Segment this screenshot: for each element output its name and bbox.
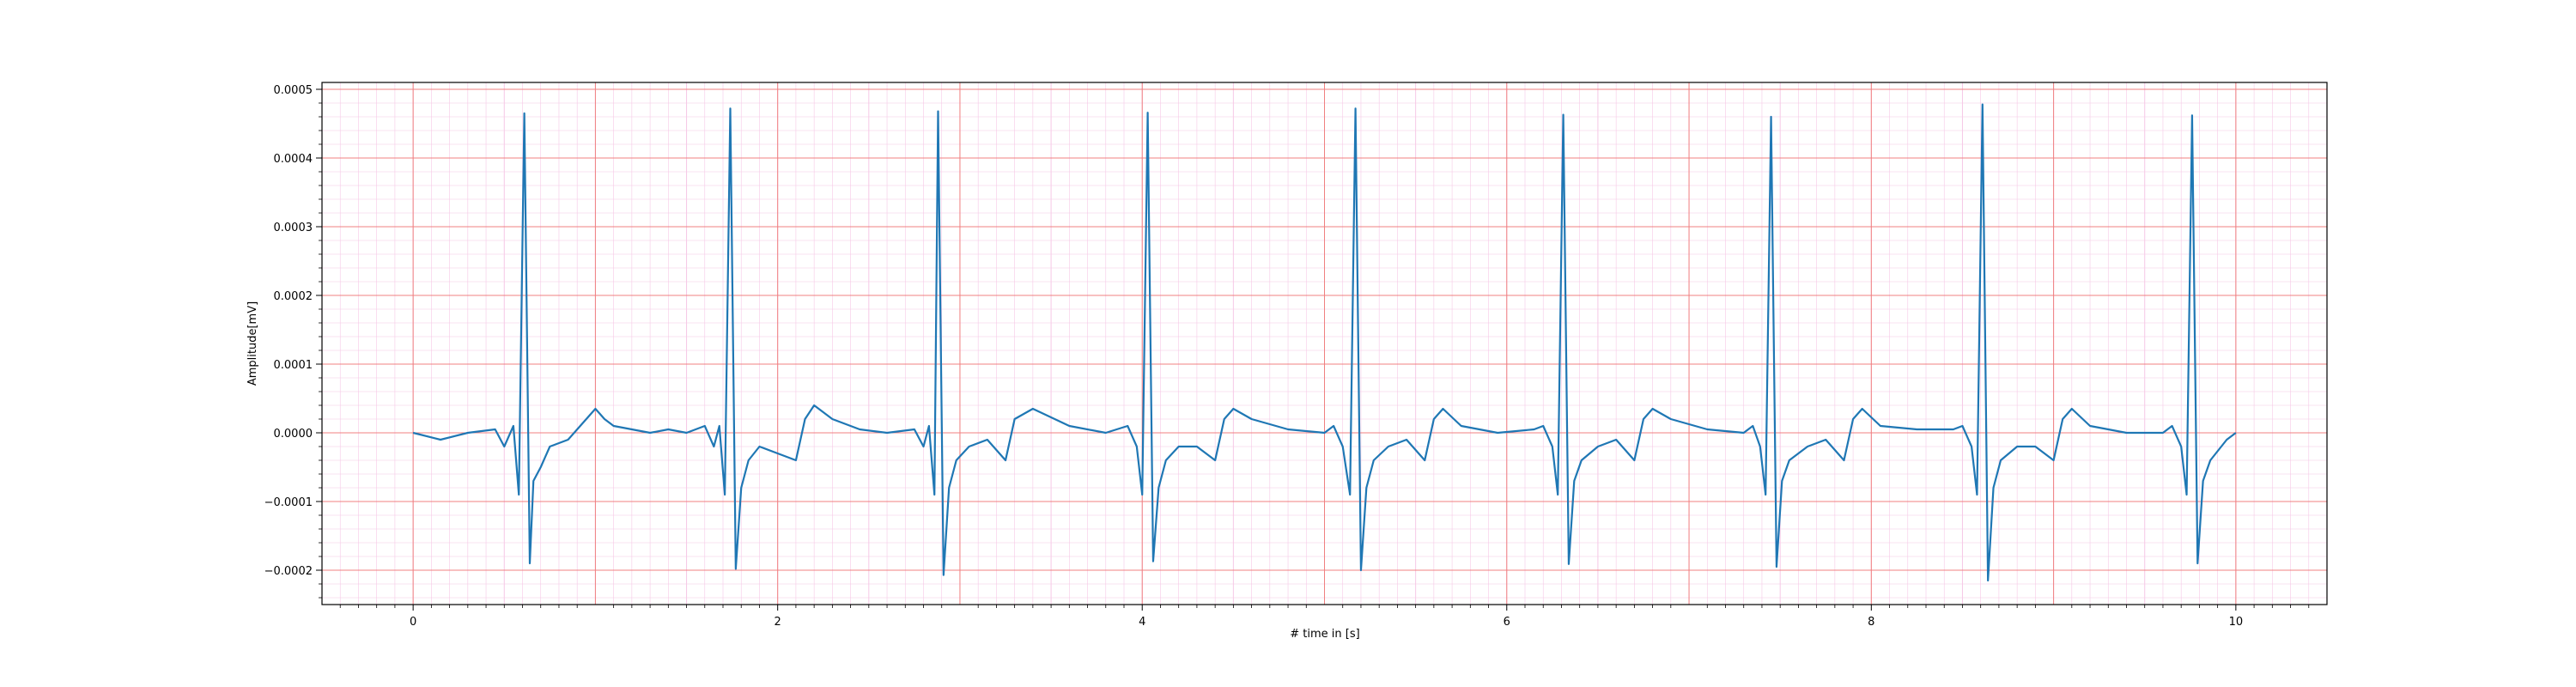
plot-line xyxy=(412,103,2237,582)
y-tick-label: 0.0004 xyxy=(274,153,313,166)
y-tick-label: −0.0001 xyxy=(264,496,313,509)
x-tick-label: 8 xyxy=(1868,616,1874,629)
x-tick-label: 2 xyxy=(775,616,781,629)
x-tick-label: 10 xyxy=(2229,616,2244,629)
plot-frame xyxy=(321,82,2328,605)
y-tick-label: −0.0002 xyxy=(264,565,313,578)
y-axis-ticks: −0.0002 −0.0001 0.0000 0.0001 0.0002 0.0003 0.… xyxy=(264,84,322,599)
x-tick-label: 6 xyxy=(1504,616,1510,629)
y-tick-label: 0.0005 xyxy=(274,84,313,97)
y-tick-label: 0.0003 xyxy=(274,222,313,234)
x-tick-label: 4 xyxy=(1139,616,1145,629)
x-axis-label: # time in [s] xyxy=(1290,628,1359,641)
ecg-signal-line xyxy=(412,103,2237,582)
x-axis-ticks: 0 2 4 6 8 10 xyxy=(339,605,2310,629)
x-tick-label: 0 xyxy=(410,616,416,629)
y-tick-label: 0.0001 xyxy=(274,359,313,372)
y-tick-label: 0.0000 xyxy=(274,428,313,441)
y-tick-label: 0.0002 xyxy=(274,290,313,303)
y-axis-label: Amplitude[mV] xyxy=(246,301,259,386)
